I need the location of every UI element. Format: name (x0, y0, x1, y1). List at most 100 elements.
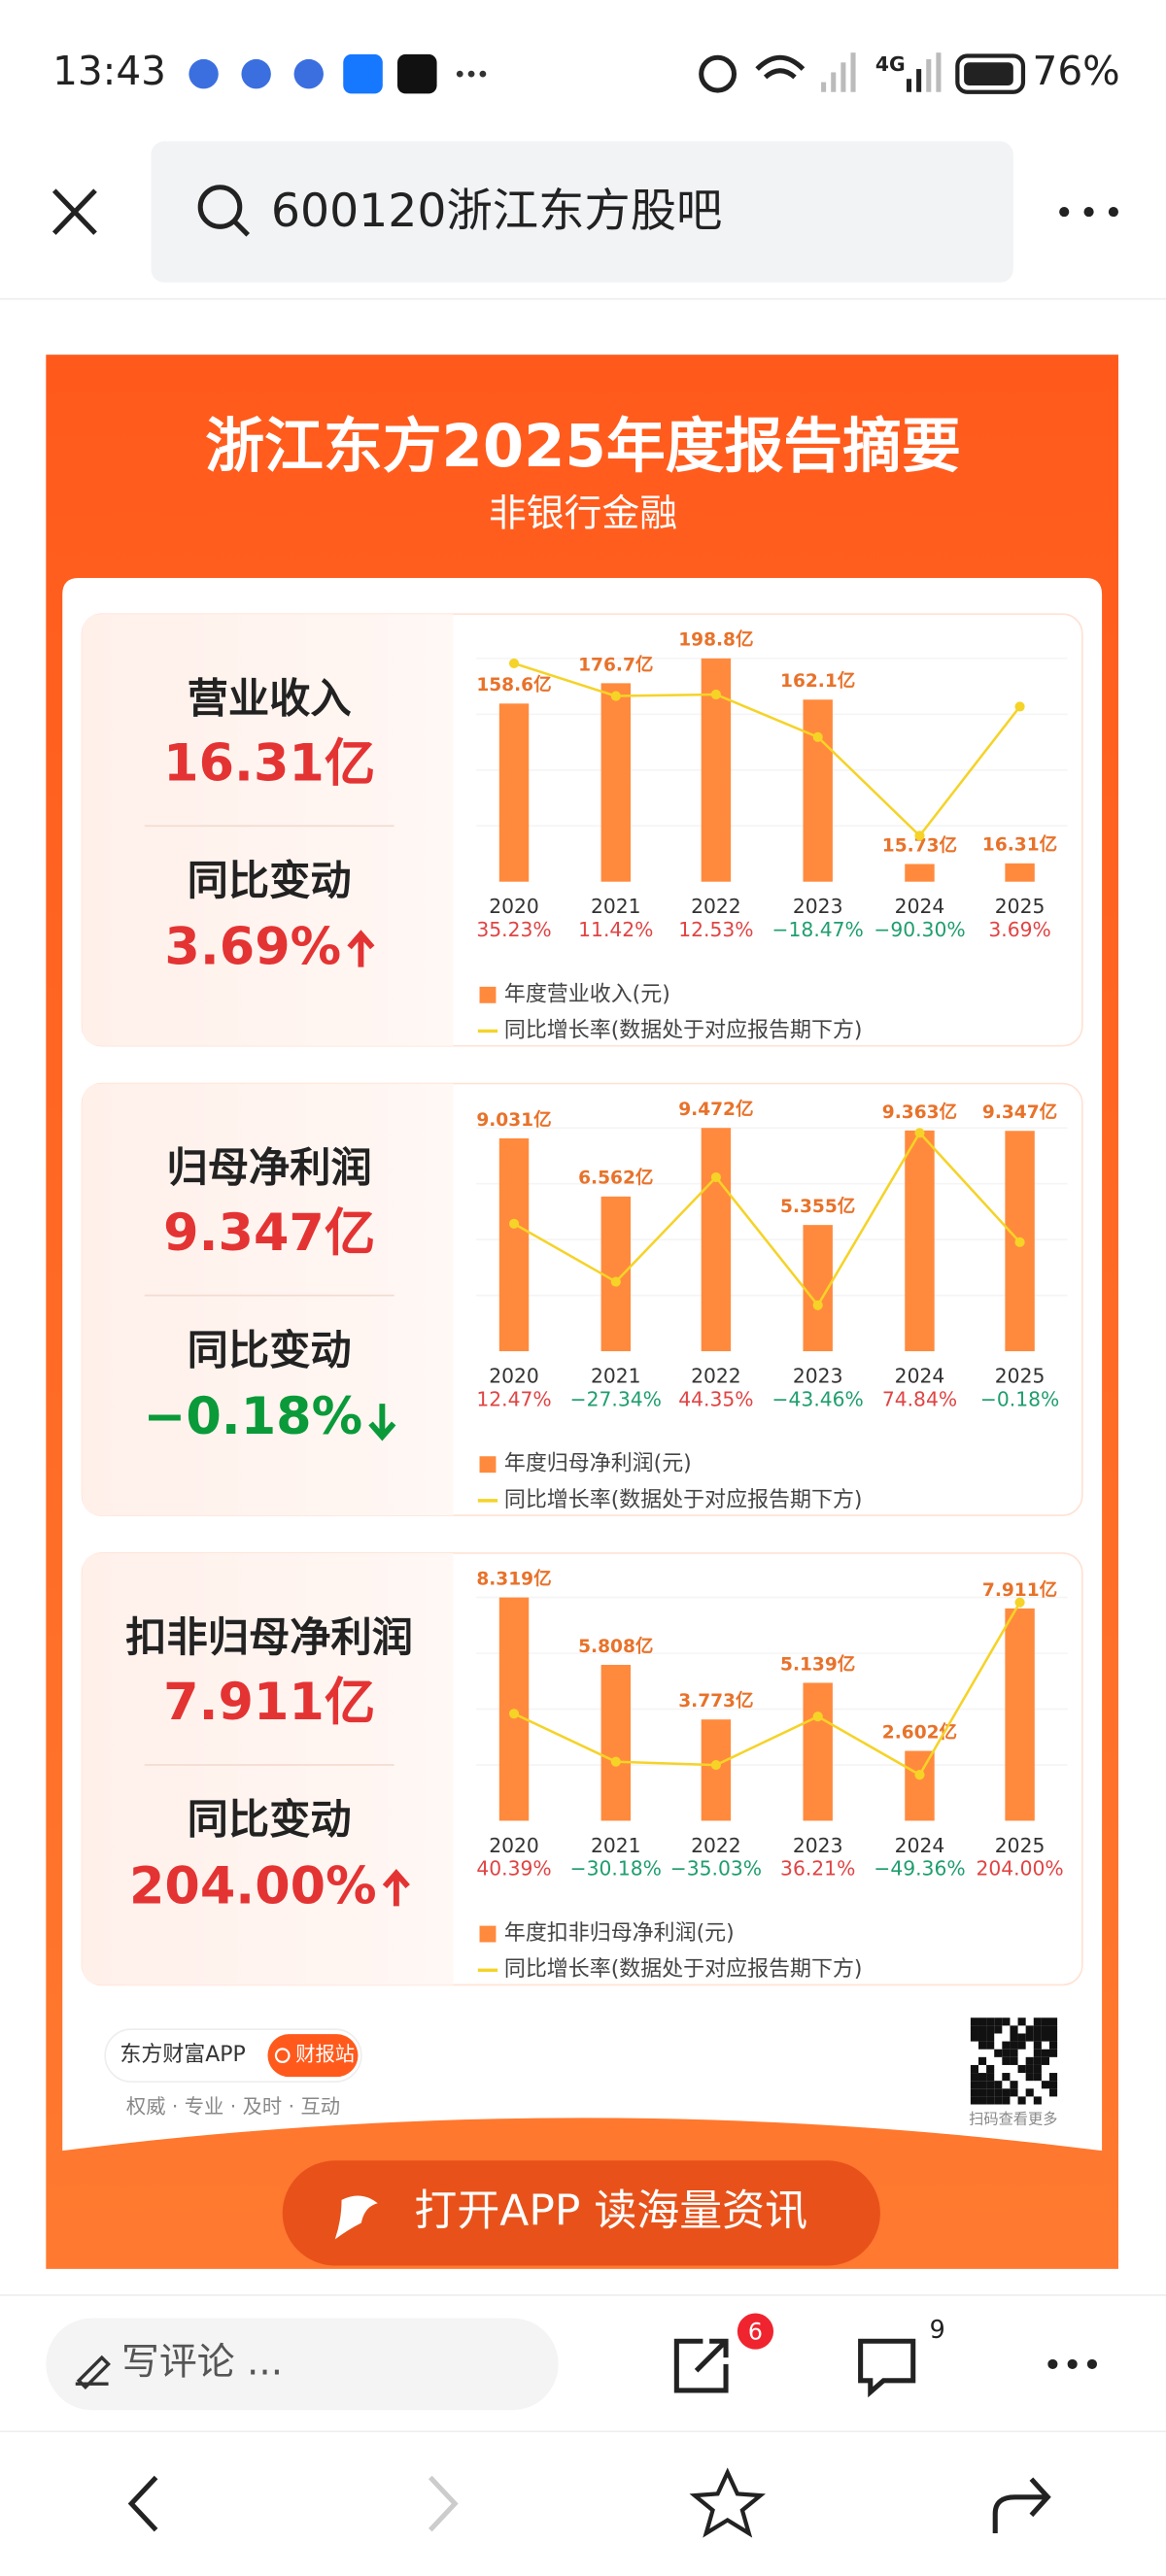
growth-label: 74.84% (882, 1387, 957, 1410)
qr-cell (977, 2081, 987, 2089)
bar-label: 9.363亿 (882, 1102, 957, 1123)
change-label: 同比变动 (188, 1326, 352, 1373)
qr-cell (1033, 2049, 1042, 2057)
qr-cell (986, 2096, 995, 2105)
favorite-button[interactable] (689, 2467, 766, 2538)
growth-point (710, 1171, 721, 1183)
bar (600, 683, 632, 882)
qr-cell (1002, 2017, 1011, 2026)
cta-button[interactable] (282, 2160, 880, 2266)
qr-cell (1041, 2081, 1049, 2089)
qr-cell (977, 2033, 987, 2042)
growth-label: −18.47% (772, 918, 864, 941)
qr-cell (1025, 2025, 1034, 2034)
bar (803, 1682, 833, 1821)
bar-label: 15.73亿 (882, 834, 957, 856)
qr-cell (994, 2096, 1003, 2105)
qr-cell (1017, 2033, 1026, 2042)
legend-swatch (479, 1456, 497, 1474)
forward-button[interactable] (428, 2475, 459, 2532)
change-label: 同比变动 (188, 857, 352, 904)
qr-cell (994, 2088, 1003, 2097)
panel: 营业收入16.31亿同比变动3.69%158.6亿2020176.7亿20211… (81, 613, 1083, 1047)
qr-cell (1010, 2056, 1018, 2065)
comment-box[interactable] (46, 2318, 559, 2411)
search-box[interactable] (151, 141, 1013, 283)
legend-label: 年度营业收入(元) (504, 982, 670, 1006)
qr-cell (977, 2096, 987, 2105)
bar-label: 7.911亿 (982, 1579, 1057, 1601)
qr-cell (994, 2017, 1003, 2026)
growth-line (513, 661, 1021, 838)
qr-cell (1025, 2064, 1034, 2074)
back-button[interactable] (127, 2475, 158, 2532)
qr-cell (970, 2096, 978, 2105)
x-tick-label: 2022 (691, 895, 741, 918)
change-arrow (347, 930, 375, 967)
growth-point (914, 830, 925, 841)
growth-label: −0.18% (980, 1387, 1059, 1410)
qr-cell (1010, 2049, 1018, 2057)
growth-point (610, 691, 621, 701)
share-button[interactable] (673, 2338, 729, 2393)
x-tick-label: 2025 (995, 1365, 1046, 1388)
qr-cell (1033, 2025, 1042, 2034)
qr-cell (1010, 2081, 1018, 2089)
qr-cell (970, 2017, 978, 2026)
qr-cell (1010, 2041, 1018, 2050)
qr-cell (970, 2073, 978, 2082)
bar-label: 5.139亿 (780, 1653, 855, 1675)
qr-cell (977, 2056, 987, 2065)
qr-cell (1025, 2056, 1034, 2065)
menu-button[interactable] (1047, 2358, 1098, 2369)
qr-cell (986, 2033, 995, 2042)
bar-label: 158.6亿 (476, 674, 551, 695)
change-arrow (382, 1869, 410, 1907)
qr-cell (1041, 2017, 1049, 2026)
qr-cell (1033, 2017, 1042, 2026)
growth-label: −27.34% (570, 1387, 662, 1410)
growth-label: −30.18% (570, 1857, 662, 1881)
change-label: 同比变动 (188, 1796, 352, 1844)
growth-point (710, 1760, 721, 1771)
qr-cell (986, 2064, 995, 2074)
growth-point (812, 731, 823, 742)
metric-label: 营业收入 (188, 674, 352, 722)
qr-cell (1049, 2081, 1058, 2089)
bar-label: 8.319亿 (476, 1569, 551, 1590)
brand: 东方财富APP (120, 2043, 245, 2067)
qr-cell (1002, 2096, 1011, 2105)
qr-cell (970, 2025, 978, 2034)
status-time: 13:43 (52, 48, 166, 94)
bar-label: 9.472亿 (678, 1099, 753, 1120)
slogan: 权威 · 专业 · 及时 · 互动 (126, 2095, 340, 2118)
qr-cell (970, 2064, 978, 2074)
growth-label: 44.35% (678, 1387, 753, 1410)
share-page-button[interactable] (992, 2477, 1051, 2533)
growth-label: 3.69% (988, 918, 1050, 941)
qr-cell (1041, 2049, 1049, 2057)
report-title: 浙江东方2025年度报告摘要 (205, 413, 961, 481)
bar (905, 1130, 935, 1352)
qr-cell (977, 2088, 987, 2097)
share-badge-bg (737, 2313, 774, 2350)
qr-cell (1002, 2041, 1011, 2050)
more-button[interactable] (1059, 207, 1118, 218)
comment-button[interactable] (858, 2338, 916, 2398)
badge-icon (274, 2048, 291, 2063)
comment-count: 9 (930, 2315, 945, 2344)
bar (600, 1196, 632, 1352)
metric-value: 7.911亿 (163, 1673, 375, 1732)
growth-label: −49.36% (874, 1857, 965, 1881)
bar-label: 2.602亿 (882, 1721, 957, 1743)
growth-label: 40.39% (476, 1857, 551, 1881)
network-type: 4G (875, 52, 906, 76)
qr-cell (1033, 2064, 1042, 2074)
qr-cell (1010, 2033, 1018, 2042)
bar-label: 5.355亿 (780, 1196, 855, 1217)
close-button[interactable] (51, 188, 97, 235)
qr-cell (1033, 2041, 1042, 2050)
